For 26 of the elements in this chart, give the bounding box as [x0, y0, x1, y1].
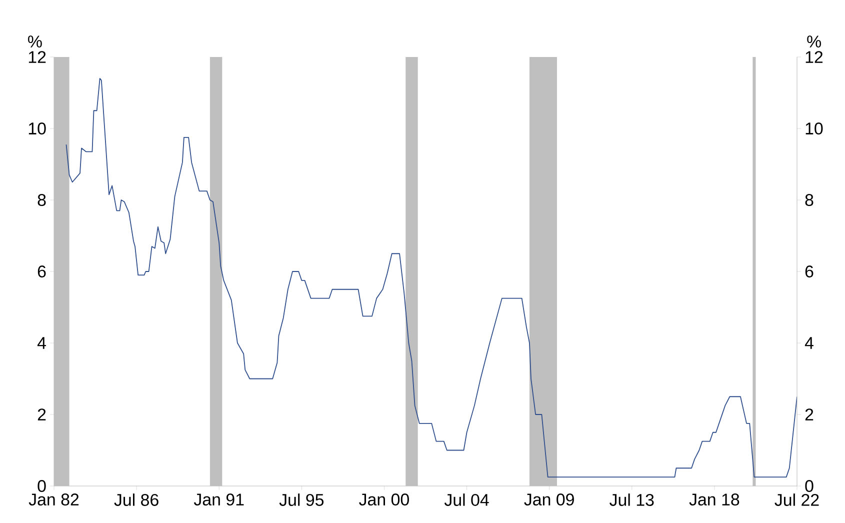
y2-tick-label: 12 [806, 51, 823, 63]
x-tick-label: Jul 04 [444, 494, 489, 506]
y2-tick-label: 2 [805, 408, 814, 420]
y2-axis-title: % [807, 36, 821, 48]
y-tick-label: 8 [38, 194, 46, 206]
y2-tick-label: 0 [805, 480, 814, 492]
x-tick-label: Jan 91 [194, 494, 244, 506]
y-axis-title: % [28, 36, 42, 48]
y-tick-label: 2 [38, 408, 46, 420]
y2-tick-label: 10 [806, 122, 823, 134]
x-tick-label: Jan 18 [689, 494, 740, 506]
x-tick-label: Jul 13 [610, 494, 654, 506]
y2-tick-label: 4 [804, 337, 814, 349]
x-tick-label: Jan 82 [28, 494, 79, 506]
y-tick-label: 4 [37, 337, 46, 349]
x-tick-label: Jul 86 [114, 494, 158, 506]
y-tick-label: 6 [38, 266, 46, 278]
x-tick-label: Jan 00 [359, 494, 409, 506]
x-tick-label: Jan 09 [524, 494, 574, 506]
x-tick-label: Jul 22 [774, 494, 819, 506]
y-tick-label: 0 [38, 480, 46, 492]
y2-tick-label: 8 [805, 194, 814, 206]
y-tick-label: 10 [28, 122, 46, 134]
y2-tick-label: 6 [805, 266, 814, 278]
y-tick-label: 12 [28, 51, 46, 63]
x-tick-label: Jul 95 [279, 494, 324, 506]
